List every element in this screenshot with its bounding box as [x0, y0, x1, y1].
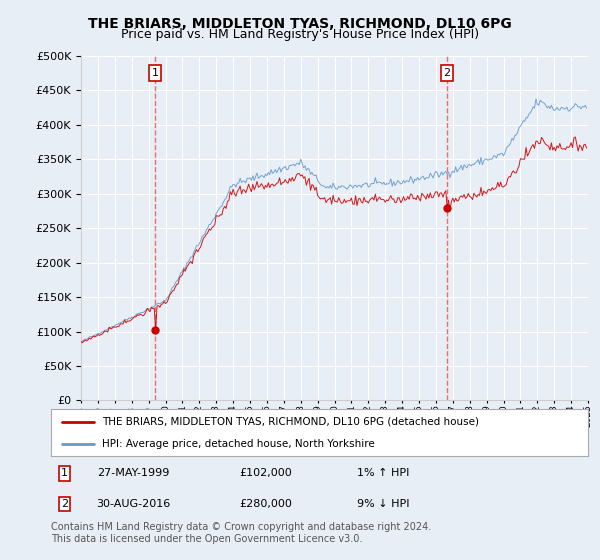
Text: £102,000: £102,000: [239, 468, 292, 478]
Text: 27-MAY-1999: 27-MAY-1999: [97, 468, 169, 478]
Text: 2: 2: [61, 499, 68, 509]
Text: £280,000: £280,000: [239, 499, 292, 509]
Text: 9% ↓ HPI: 9% ↓ HPI: [357, 499, 410, 509]
Text: THE BRIARS, MIDDLETON TYAS, RICHMOND, DL10 6PG: THE BRIARS, MIDDLETON TYAS, RICHMOND, DL…: [88, 17, 512, 31]
Text: 1: 1: [152, 68, 158, 78]
Text: 2: 2: [443, 68, 451, 78]
Text: THE BRIARS, MIDDLETON TYAS, RICHMOND, DL10 6PG (detached house): THE BRIARS, MIDDLETON TYAS, RICHMOND, DL…: [102, 417, 479, 427]
Text: Contains HM Land Registry data © Crown copyright and database right 2024.
This d: Contains HM Land Registry data © Crown c…: [51, 522, 431, 544]
Text: 1: 1: [61, 468, 68, 478]
Text: 30-AUG-2016: 30-AUG-2016: [97, 499, 171, 509]
Text: Price paid vs. HM Land Registry's House Price Index (HPI): Price paid vs. HM Land Registry's House …: [121, 28, 479, 41]
Text: 1% ↑ HPI: 1% ↑ HPI: [357, 468, 409, 478]
Text: HPI: Average price, detached house, North Yorkshire: HPI: Average price, detached house, Nort…: [102, 438, 375, 449]
